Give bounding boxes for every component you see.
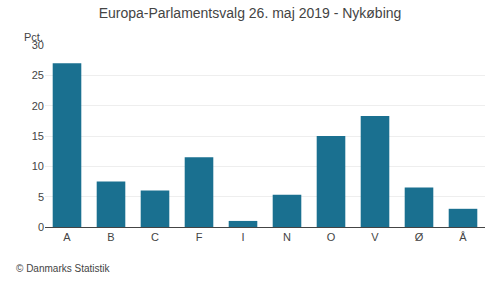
svg-text:B: B (107, 231, 114, 243)
svg-text:25: 25 (32, 69, 44, 81)
svg-text:© Danmarks Statistik: © Danmarks Statistik (16, 263, 111, 274)
svg-text:A: A (63, 231, 71, 243)
svg-text:20: 20 (32, 100, 44, 112)
svg-text:N: N (283, 231, 291, 243)
svg-text:Pct.: Pct. (24, 31, 43, 43)
svg-text:O: O (327, 231, 336, 243)
svg-text:15: 15 (32, 130, 44, 142)
svg-text:30: 30 (32, 39, 44, 51)
svg-text:5: 5 (38, 191, 44, 203)
svg-text:Ø: Ø (415, 231, 424, 243)
svg-text:V: V (371, 231, 379, 243)
svg-text:Å: Å (459, 231, 467, 243)
svg-text:C: C (151, 231, 159, 243)
svg-text:10: 10 (32, 160, 44, 172)
svg-text:F: F (196, 231, 203, 243)
svg-text:Europa-Parlamentsvalg 26. maj: Europa-Parlamentsvalg 26. maj 2019 - Nyk… (99, 5, 402, 21)
svg-text:I: I (241, 231, 244, 243)
svg-text:0: 0 (38, 221, 44, 233)
